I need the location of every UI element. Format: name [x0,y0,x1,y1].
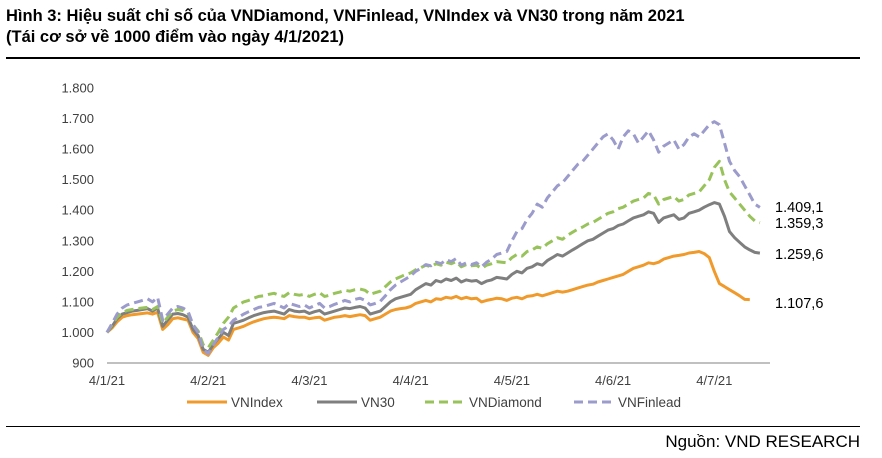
legend-label-vnfinlead: VNFinlead [618,395,681,410]
x-tick-label: 4/3/21 [291,373,327,388]
end-label-vn30: 1.259,6 [775,247,823,263]
end-labels: 1.107,6 1.259,6 1.359,31.409,1 [775,200,823,312]
legend-label-vndiamond: VNDiamond [469,395,542,410]
end-label-vnindex: 1.107,6 [775,296,823,312]
x-axis: 4/1/21 4/2/21 4/3/21 4/4/21 4/5/21 4/6/21 4/7/… [89,362,770,388]
y-tick-label: 1.200 [61,264,94,279]
x-tick-label: 4/6/21 [595,373,631,388]
legend-label-vn30: VN30 [361,395,395,410]
line-chart: 1.800 1.700 1.600 1.500 1.400 1.300 1.200 1.100… [61,81,823,411]
y-tick-label: 1.300 [61,233,94,248]
footer-divider [6,426,860,427]
x-tick-label: 4/2/21 [190,373,226,388]
end-label-vnfinlead: 1.409,1 [775,200,823,216]
x-tick-label: 4/4/21 [393,373,429,388]
chart-title: Hình 3: Hiệu suất chỉ số của VNDiamond, … [6,7,685,25]
y-tick-label: 1.500 [61,172,94,187]
series-line-vndiamond [105,159,761,350]
source-note: Nguồn: VND RESEARCH [665,432,860,451]
x-tick-label: 4/1/21 [89,373,125,388]
chart-subtitle: (Tái cơ sở về 1000 điểm vào ngày 4/1/202… [6,28,345,46]
y-axis: 1.800 1.700 1.600 1.500 1.400 1.300 1.200 1.100… [61,81,94,371]
series-line-vnfinlead [105,120,761,356]
y-tick-label: 1.800 [61,81,94,96]
x-tick-label: 4/5/21 [494,373,530,388]
series-line-vnindex [106,250,750,357]
y-tick-label: 1.000 [61,325,94,340]
legend-label-vnindex: VNIndex [231,395,283,410]
y-tick-label: 1.400 [61,203,94,218]
y-tick-label: 1.100 [61,294,94,309]
series-line-vn30 [105,201,761,354]
y-tick-label: 900 [72,356,94,371]
legend: VNIndex VN30 VNDiamond VNFinlead [187,395,681,410]
title-divider [6,57,860,59]
x-tick-label: 4/7/21 [696,373,732,388]
end-label-vndiamond: 1.359,3 [775,216,823,232]
series-lines [105,120,761,357]
y-tick-label: 1.700 [61,111,94,126]
y-tick-label: 1.600 [61,142,94,157]
